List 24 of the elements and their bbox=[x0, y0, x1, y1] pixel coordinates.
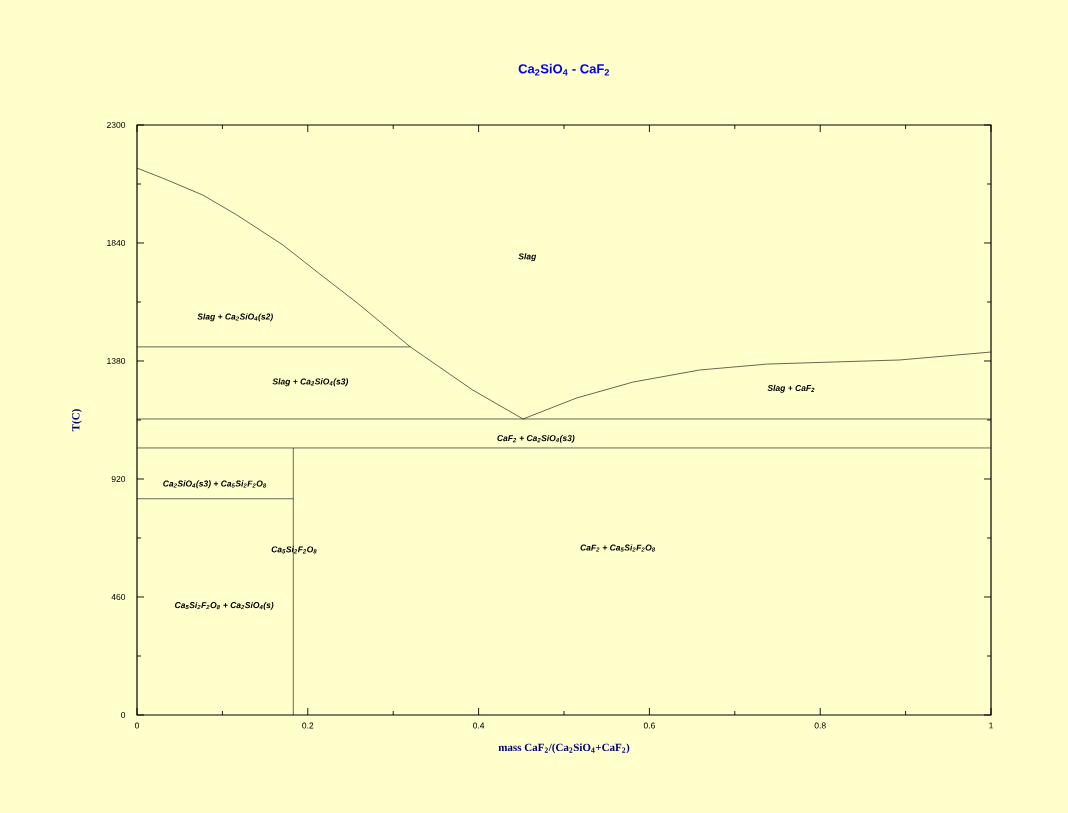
x-tick-label: 0.4 bbox=[473, 722, 485, 729]
chart-title: Ca$_{2}$SiO$_{4}$ - CaF$_{2}$ bbox=[518, 63, 610, 76]
x-tick-label: 0.2 bbox=[302, 722, 314, 729]
x-tick-label: 0.6 bbox=[643, 722, 655, 729]
y-tick-label: 0 bbox=[121, 711, 126, 718]
annotation: CaF$_{2}$ + Ca$_{2}$SiO$_{4}$(s3) bbox=[497, 434, 575, 443]
x-tick-label: 0.8 bbox=[814, 722, 826, 729]
y-tick-label: 2300 bbox=[106, 121, 126, 128]
text: CaF$_{2}$ + Ca$_{5}$Si$_{2}$F$_{2}$O$_{8}$ bbox=[580, 544, 656, 552]
y-tick-label: 1380 bbox=[107, 357, 126, 364]
y-tick-label: 460 bbox=[111, 593, 126, 600]
text: Ca$_{5}$Si$_{2}$F$_{2}$O$_{8}$ + Ca$_{2}$SiO$_{4}$(s) bbox=[174, 601, 274, 610]
x-tick-label: 0 bbox=[134, 722, 140, 729]
annotation: Slag + Ca$_{2}$SiO$_{4}$(s2) bbox=[197, 313, 273, 322]
annotation: Slag bbox=[518, 253, 537, 262]
annotation: Slag + CaF$_{2}$ bbox=[767, 384, 815, 393]
y-axis-title: T(C) bbox=[71, 409, 82, 432]
y-tick-label: 920 bbox=[111, 475, 126, 482]
y-tick-label: 1840 bbox=[107, 239, 126, 246]
annotation: Slag + Ca$_{2}$SiO$_{4}$(s3) bbox=[272, 378, 349, 387]
text: mass CaF$_{2}$/(Ca$_{2}$SiO$_{4}$+CaF$_{2}$) bbox=[498, 743, 630, 754]
text: Ca$_{2}$SiO$_{4}$(s3) + Ca$_{5}$Si$_{2}$F$_{2}$O$_{8}$ bbox=[163, 480, 267, 489]
x-tick-label: 1 bbox=[989, 722, 993, 729]
annotation: Ca$_{5}$Si$_{2}$F$_{2}$O$_{8}$ bbox=[271, 546, 317, 554]
